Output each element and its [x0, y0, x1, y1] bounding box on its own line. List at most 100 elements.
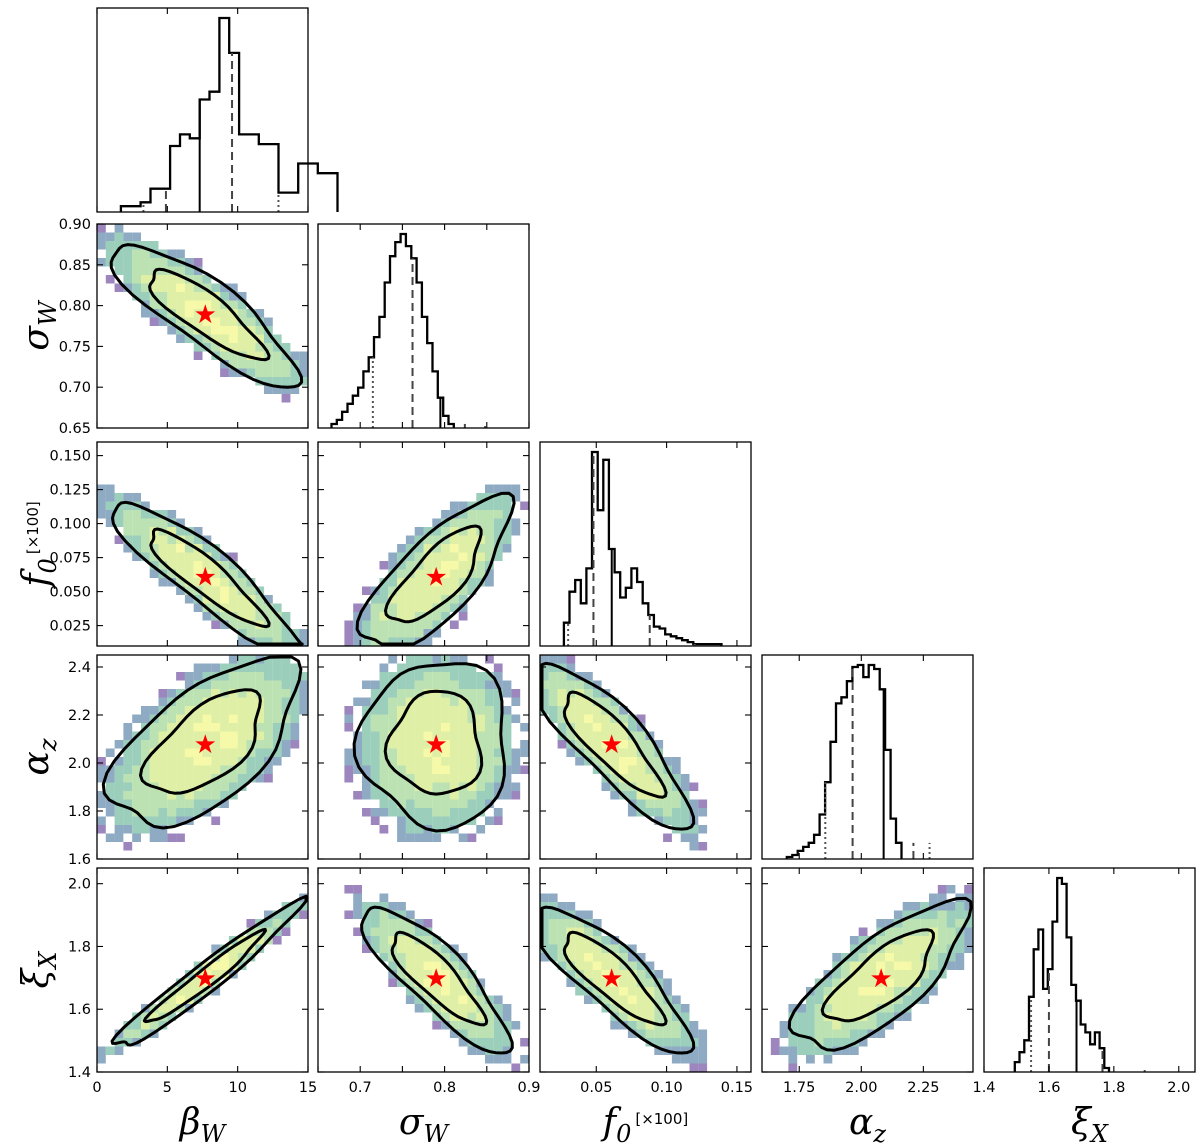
histogram-steps	[330, 232, 455, 428]
density-cell	[432, 774, 442, 783]
density-cell	[636, 765, 646, 774]
density-cell	[485, 689, 494, 698]
density-cell	[379, 706, 389, 715]
density-cell	[405, 816, 415, 825]
density-cell	[458, 561, 468, 570]
density-cell	[246, 629, 256, 638]
density-cell	[671, 1055, 681, 1064]
density-cell	[432, 544, 442, 553]
density-cell	[867, 1004, 877, 1013]
density-cell	[610, 1004, 620, 1013]
density-cell	[255, 334, 265, 343]
density-cell	[299, 680, 308, 689]
density-cell	[414, 603, 424, 612]
density-cell	[272, 377, 282, 386]
density-cell	[502, 774, 512, 783]
density-cell	[449, 782, 459, 791]
density-cell	[458, 1029, 468, 1038]
density-cell	[405, 714, 415, 723]
density-cell	[379, 561, 389, 570]
density-cell	[414, 672, 424, 681]
density-cell	[114, 493, 124, 502]
density-cell	[414, 961, 424, 970]
density-cell	[220, 757, 229, 766]
truth-marker-star: ★	[194, 730, 217, 760]
density-cell	[388, 748, 398, 757]
density-cell	[149, 825, 159, 834]
density-cell	[432, 680, 442, 689]
density-cell	[511, 689, 521, 698]
density-cell	[548, 910, 558, 919]
density-cell	[902, 953, 912, 962]
density-cell	[176, 275, 185, 284]
density-cell	[476, 510, 486, 519]
density-cell	[405, 586, 415, 595]
density-cell	[548, 689, 558, 698]
density-cell	[476, 740, 486, 749]
density-cell	[663, 816, 672, 825]
density-cell	[193, 672, 203, 681]
density-cell	[511, 1021, 521, 1030]
density-cell	[964, 902, 973, 911]
density-cell	[344, 910, 354, 919]
density-cell	[405, 748, 415, 757]
density-cell	[449, 1029, 459, 1038]
density-cell	[441, 535, 450, 544]
density-cell	[123, 808, 133, 817]
density-cell	[946, 936, 956, 945]
density-cell	[158, 552, 168, 561]
density-cell	[627, 987, 637, 996]
density-cell	[441, 663, 450, 672]
density-cell	[272, 672, 282, 681]
density-cell	[176, 283, 185, 292]
density-cell	[698, 1063, 708, 1072]
density-cell	[485, 748, 494, 757]
axis-label-subscript: z	[34, 738, 62, 752]
density-cell	[237, 300, 247, 309]
density-cell	[467, 816, 477, 825]
density-cell	[397, 620, 406, 629]
density-cell	[388, 595, 398, 604]
density-cell	[176, 334, 185, 343]
density-cell	[663, 782, 672, 791]
density-cell	[423, 816, 433, 825]
density-cell	[493, 697, 503, 706]
density-cell	[123, 748, 133, 757]
density-cell	[557, 672, 567, 681]
density-cell	[441, 723, 450, 732]
density-cell	[193, 987, 203, 996]
density-cell	[362, 697, 371, 706]
density-cell	[423, 731, 433, 740]
density-cell	[397, 586, 406, 595]
density-cell	[353, 740, 362, 749]
density-cell	[246, 672, 256, 681]
density-cell	[379, 765, 389, 774]
density-cell	[255, 689, 265, 698]
density-cell	[575, 706, 584, 715]
density-cell	[123, 1038, 133, 1047]
density-cell	[485, 510, 494, 519]
density-cell	[255, 612, 265, 621]
density-cell	[123, 501, 133, 510]
density-cell	[362, 620, 371, 629]
density-cell	[184, 309, 194, 318]
density-cell	[176, 544, 185, 553]
density-cell	[123, 527, 133, 536]
density-cell	[184, 552, 194, 561]
density-cell	[353, 697, 362, 706]
density-cell	[511, 791, 521, 800]
y-axis-label-f0: f0[×100]	[16, 501, 62, 590]
density-cell	[779, 1021, 789, 1030]
density-cell	[97, 774, 106, 783]
density-cell	[610, 970, 620, 979]
density-cell	[689, 1046, 699, 1055]
density-cell	[405, 757, 415, 766]
density-cell	[601, 765, 611, 774]
density-cell	[841, 1004, 850, 1013]
density-cell	[449, 595, 459, 604]
density-cell	[449, 510, 459, 519]
y-tick-label-sigma: 0.65	[59, 421, 91, 437]
density-cell	[123, 1029, 133, 1038]
density-cell	[362, 603, 371, 612]
density-cell	[272, 723, 282, 732]
